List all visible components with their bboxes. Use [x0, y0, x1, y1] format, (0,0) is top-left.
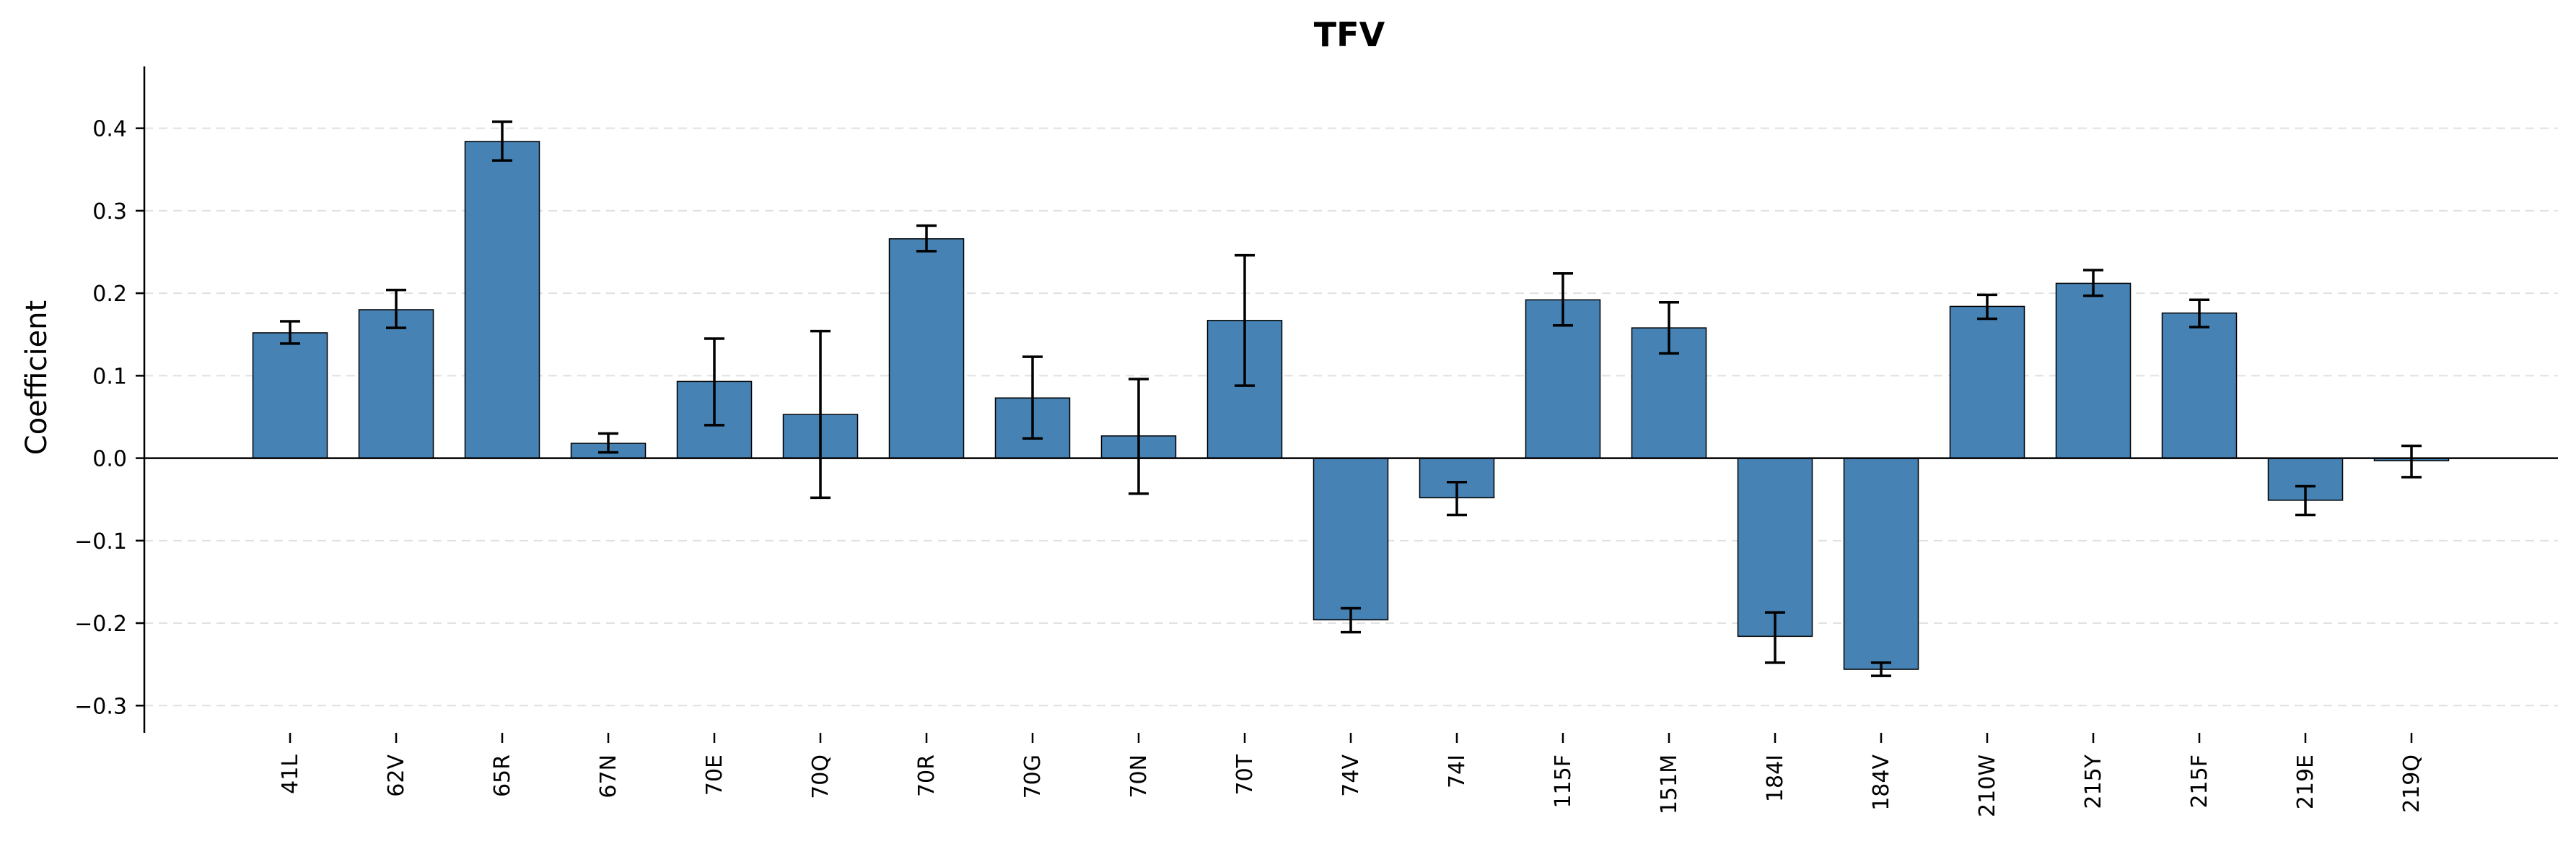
x-tick-label: 219E [2293, 754, 2318, 809]
x-tick-label: 74V [1339, 754, 1364, 797]
x-tick-label: 62V [384, 754, 409, 797]
x-tick-label: 210W [1975, 754, 2000, 817]
x-tick-label: 115F [1551, 754, 1576, 809]
bar [1843, 457, 1919, 670]
x-tick-label: 215F [2187, 754, 2212, 809]
error-bars [280, 120, 2422, 677]
bar [1737, 457, 1813, 638]
x-tick-label: 70N [1126, 754, 1152, 799]
y-axis-title: Coefficient [20, 300, 53, 455]
y-tick-label: 0.2 [92, 282, 127, 307]
y-tick-label: 0.1 [92, 364, 127, 389]
x-tick-label: 74I [1445, 754, 1470, 788]
x-tick-label: 41L [278, 754, 303, 794]
x-tick-label: 215Y [2081, 754, 2106, 809]
x-tick-label: 70E [702, 754, 727, 796]
bar [2055, 282, 2132, 459]
y-tick-label: 0.0 [92, 447, 127, 472]
bar [464, 141, 540, 459]
axes [143, 66, 2558, 733]
x-tick-label: 70T [1232, 754, 1258, 795]
x-tick-label: 70Q [808, 754, 833, 799]
y-tick-label: 0.4 [92, 117, 127, 142]
x-tick-label: 67N [596, 754, 621, 799]
x-tick-label: 70R [914, 754, 939, 797]
bar [252, 332, 328, 459]
x-ticks: 41L 62V 65R 67N 70E 70Q 70R 70G 70N 70T 74V 74I 115F… [278, 733, 2424, 817]
chart-title: TFV [1314, 15, 1385, 54]
bar [358, 309, 434, 459]
x-tick-label: 184I [1763, 754, 1788, 802]
bar [2161, 312, 2238, 459]
x-tick-label: 65R [490, 754, 515, 797]
y-tick-label: −0.3 [74, 694, 127, 719]
y-ticks: −0.3 −0.2 −0.1 0.0 0.1 0.2 0.3 0.4 [74, 117, 144, 719]
x-tick-label: 184V [1869, 754, 1894, 811]
bar [888, 238, 965, 459]
bar [1949, 305, 2025, 459]
x-tick-label: 70G [1020, 754, 1046, 799]
y-tick-label: −0.1 [74, 529, 127, 554]
x-tick-label: 151M [1657, 754, 1682, 814]
y-tick-label: −0.2 [74, 612, 127, 637]
bar [1313, 457, 1389, 621]
y-tick-label: 0.3 [92, 199, 127, 225]
x-tick-label: 219Q [2399, 754, 2424, 813]
gridlines [144, 127, 2558, 707]
bars [252, 141, 2450, 670]
